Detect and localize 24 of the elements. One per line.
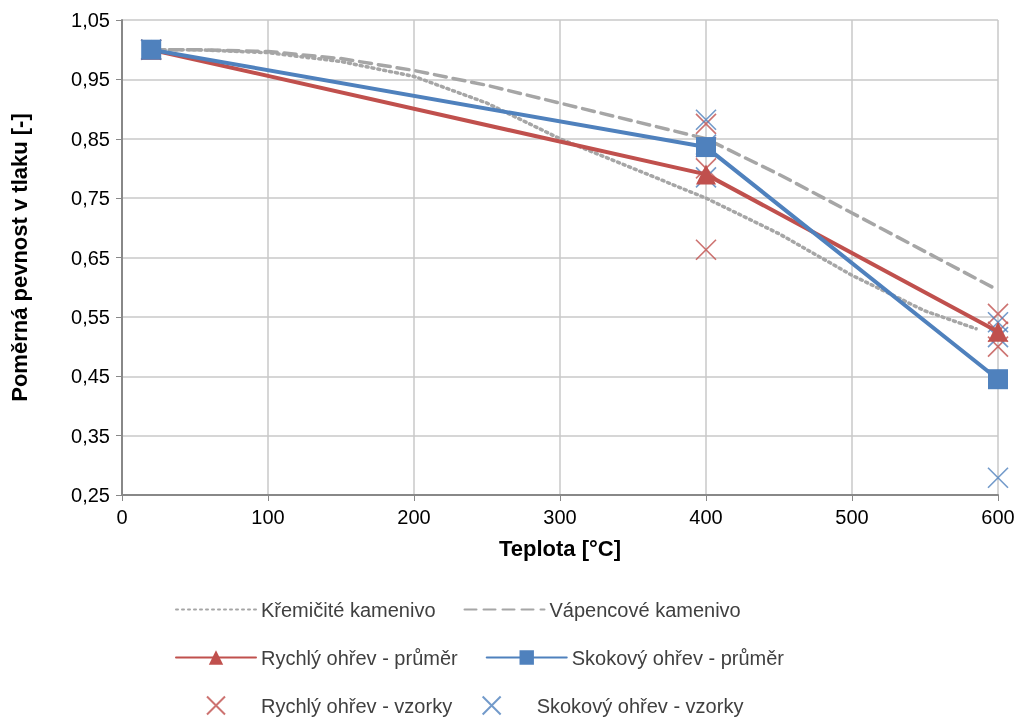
- y-tick-label: 0,45: [71, 365, 110, 388]
- legend-label: Rychlý ohřev - vzorky: [261, 694, 453, 717]
- x-tick-label: 0: [116, 506, 128, 528]
- x-axis-title: Teplota [°C]: [498, 535, 622, 561]
- y-tick-label: 0,85: [71, 127, 110, 150]
- legend-label: Skokový ohřev - průměr: [571, 646, 785, 669]
- legend-label: Rychlý ohřev - průměr: [261, 646, 459, 669]
- legend-label: Skokový ohřev - vzorky: [536, 694, 744, 717]
- y-tick-label: 0,95: [71, 68, 110, 91]
- x-tick-label: 600: [981, 506, 1015, 528]
- y-tick-label: 0,55: [71, 305, 110, 328]
- y-tick-label: 0,75: [71, 187, 110, 210]
- x-tick-label: 200: [397, 506, 431, 528]
- x-tick-label: 500: [835, 506, 869, 528]
- y-tick-label: 1,05: [71, 9, 110, 31]
- y-tick-label: 0,25: [71, 484, 110, 506]
- y-tick-label: 0,35: [71, 424, 110, 447]
- y-tick-label: 0,65: [71, 246, 110, 269]
- x-tick-label: 400: [689, 506, 723, 528]
- y-axis-title: Poměrná pevnost v tlaku [-]: [6, 113, 32, 402]
- legend-label: Vápencové kamenivo: [549, 598, 741, 621]
- x-tick-label: 300: [543, 506, 577, 528]
- x-tick-label: 100: [251, 506, 285, 528]
- legend-label: Křemičité kamenivo: [261, 598, 436, 621]
